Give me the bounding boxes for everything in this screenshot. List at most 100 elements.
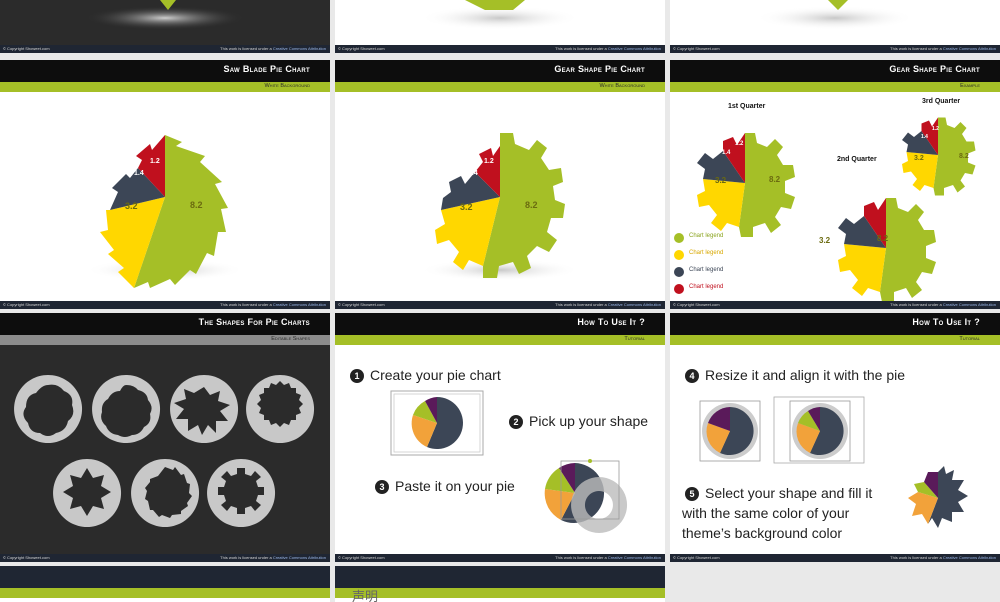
value-label: 8.2 xyxy=(525,200,538,210)
slide-top-3[interactable]: © Copyright Showeet.com This work is lic… xyxy=(670,0,1000,53)
slide-title: How To Use It ? xyxy=(912,317,980,327)
slide-footer: © Copyright Showeet.com This work is lic… xyxy=(0,554,330,562)
value-label: 8.2 xyxy=(190,200,203,210)
pie-slice-red xyxy=(136,135,165,197)
step-2: 2 Pick up your shape xyxy=(509,413,648,429)
pie-slice-green xyxy=(483,133,565,278)
saw-pie-chart xyxy=(85,135,245,288)
disclaimer-label: 声明 xyxy=(352,590,379,602)
aligned-pie xyxy=(789,400,851,462)
step-5: 5 Select your shape and fill it with the … xyxy=(682,485,873,541)
slide-shapes[interactable]: The Shapes For Pie Charts Editable Shape… xyxy=(0,313,330,562)
scalloped-ring-shape xyxy=(92,375,161,443)
saw-ring-shape xyxy=(246,375,315,443)
gear-example-charts xyxy=(674,117,976,302)
slide-top-2[interactable]: © Copyright Showeet.com This work is lic… xyxy=(335,0,665,53)
value-label: 1.4 xyxy=(921,134,928,140)
slide-how-to-2[interactable]: How To Use It ? Tutorial 4 Resize it and … xyxy=(670,313,1000,562)
slide-footer: © Copyright Showeet.com This work is lic… xyxy=(335,45,665,53)
slide-subtitle: White Background xyxy=(599,83,645,89)
slide-subtitle: Example xyxy=(960,83,980,89)
copyright-text: © Copyright Showeet.com xyxy=(3,302,50,307)
legend-markers xyxy=(674,233,684,294)
slide-subheader: White Background xyxy=(335,82,665,92)
slide-footer: © Copyright Showeet.com This work is lic… xyxy=(335,554,665,562)
slide-top-1[interactable]: © Copyright Showeet.com This work is lic… xyxy=(0,0,330,53)
license-text: This work is licensed under a Creative C… xyxy=(555,302,661,307)
q2-pie xyxy=(838,198,936,302)
value-label: 1.2 xyxy=(484,158,494,165)
value-label: 1.4 xyxy=(468,170,478,177)
value-label: 1.2 xyxy=(932,126,939,132)
slide-subtitle: White Background xyxy=(264,83,310,89)
slide-subheader: Tutorial xyxy=(335,335,665,345)
slide-saw-blade-pie[interactable]: Saw Blade Pie Chart White Background 8.2… xyxy=(0,60,330,309)
value-label: 1.2 xyxy=(150,158,160,165)
value-label: 1.4 xyxy=(722,150,731,156)
pie-shadow xyxy=(755,0,915,30)
slide-title: Gear Shape Pie Chart xyxy=(554,64,645,74)
slide-title: How To Use It ? xyxy=(577,317,645,327)
copyright-text: © Copyright Showeet.com xyxy=(338,302,385,307)
step-4: 4 Resize it and align it with the pie xyxy=(685,367,905,383)
q1-title: 1st Quarter xyxy=(728,103,766,110)
value-label: 8.2 xyxy=(769,175,781,184)
license-text: This work is licensed under a Creative C… xyxy=(890,302,996,307)
slide-footer: © Copyright Showeet.com This work is lic… xyxy=(0,301,330,309)
pie-slice-yellow xyxy=(435,197,500,270)
pie-shadow xyxy=(420,0,580,30)
slide-bottom-1[interactable] xyxy=(0,566,330,602)
slide-title: Saw Blade Pie Chart xyxy=(223,64,310,74)
blade-ring-shape xyxy=(131,459,200,527)
pie-slice-slate xyxy=(441,172,500,210)
pasted-shape-pie xyxy=(544,459,628,533)
value-label: 1.4 xyxy=(134,170,144,177)
chart-frame xyxy=(390,390,484,456)
resize-pie xyxy=(699,400,761,462)
slide-subheader xyxy=(0,588,330,598)
slide-how-to-1[interactable]: How To Use It ? Tutorial 1 Create your pi… xyxy=(335,313,665,562)
value-label: 8.2 xyxy=(877,234,889,243)
slide-header xyxy=(0,566,330,588)
q1-pie xyxy=(697,133,795,237)
gear-ring-shape xyxy=(207,459,276,527)
slide-subheader: Example xyxy=(670,82,1000,92)
copyright-text: © Copyright Showeet.com xyxy=(3,555,50,560)
slide-subheader: White Background xyxy=(0,82,330,92)
tutorial-graphics-2 xyxy=(699,396,968,528)
license-text: This work is licensed under a Creative C… xyxy=(220,46,326,51)
value-label: 1.4 xyxy=(826,206,835,212)
slide-title: The Shapes For Pie Charts xyxy=(198,317,310,327)
wavy-ring-shape xyxy=(14,375,83,443)
copyright-text: © Copyright Showeet.com xyxy=(673,46,720,51)
value-label: 3.2 xyxy=(125,201,138,211)
value-label: 8.2 xyxy=(959,153,969,160)
pie-slice-slate xyxy=(110,168,165,210)
slide-header: The Shapes For Pie Charts xyxy=(0,313,330,335)
license-text: This work is licensed under a Creative C… xyxy=(890,555,996,560)
license-text: This work is licensed under a Creative C… xyxy=(555,46,661,51)
star-ring-shape xyxy=(53,459,122,527)
slide-bottom-2[interactable]: 声明 xyxy=(335,566,665,602)
slide-header xyxy=(335,566,665,588)
license-text: This work is licensed under a Creative C… xyxy=(890,46,996,51)
pie-slice-yellow xyxy=(100,197,165,288)
slide-header: Gear Shape Pie Chart xyxy=(670,60,1000,82)
splash-ring-shape xyxy=(170,375,239,443)
slide-footer: © Copyright Showeet.com This work is lic… xyxy=(670,45,1000,53)
slide-title: Gear Shape Pie Chart xyxy=(889,64,980,74)
copyright-text: © Copyright Showeet.com xyxy=(673,302,720,307)
pie-shadow xyxy=(85,0,245,30)
slide-subtitle: Tutorial xyxy=(624,336,645,342)
slide-subtitle: Tutorial xyxy=(959,336,980,342)
slide-footer: © Copyright Showeet.com This work is lic… xyxy=(670,301,1000,309)
value-label: 3.2 xyxy=(460,202,473,212)
slide-gear-example[interactable]: Gear Shape Pie Chart Example 1st Quarter… xyxy=(670,60,1000,309)
copyright-text: © Copyright Showeet.com xyxy=(338,555,385,560)
gear-pie-chart xyxy=(420,133,580,281)
slide-footer: © Copyright Showeet.com This work is lic… xyxy=(670,554,1000,562)
q3-title: 3rd Quarter xyxy=(922,98,961,105)
value-label: 1.2 xyxy=(735,141,744,147)
slide-gear-pie[interactable]: Gear Shape Pie Chart White Background 8.… xyxy=(335,60,665,309)
value-label: 3.2 xyxy=(914,155,924,162)
